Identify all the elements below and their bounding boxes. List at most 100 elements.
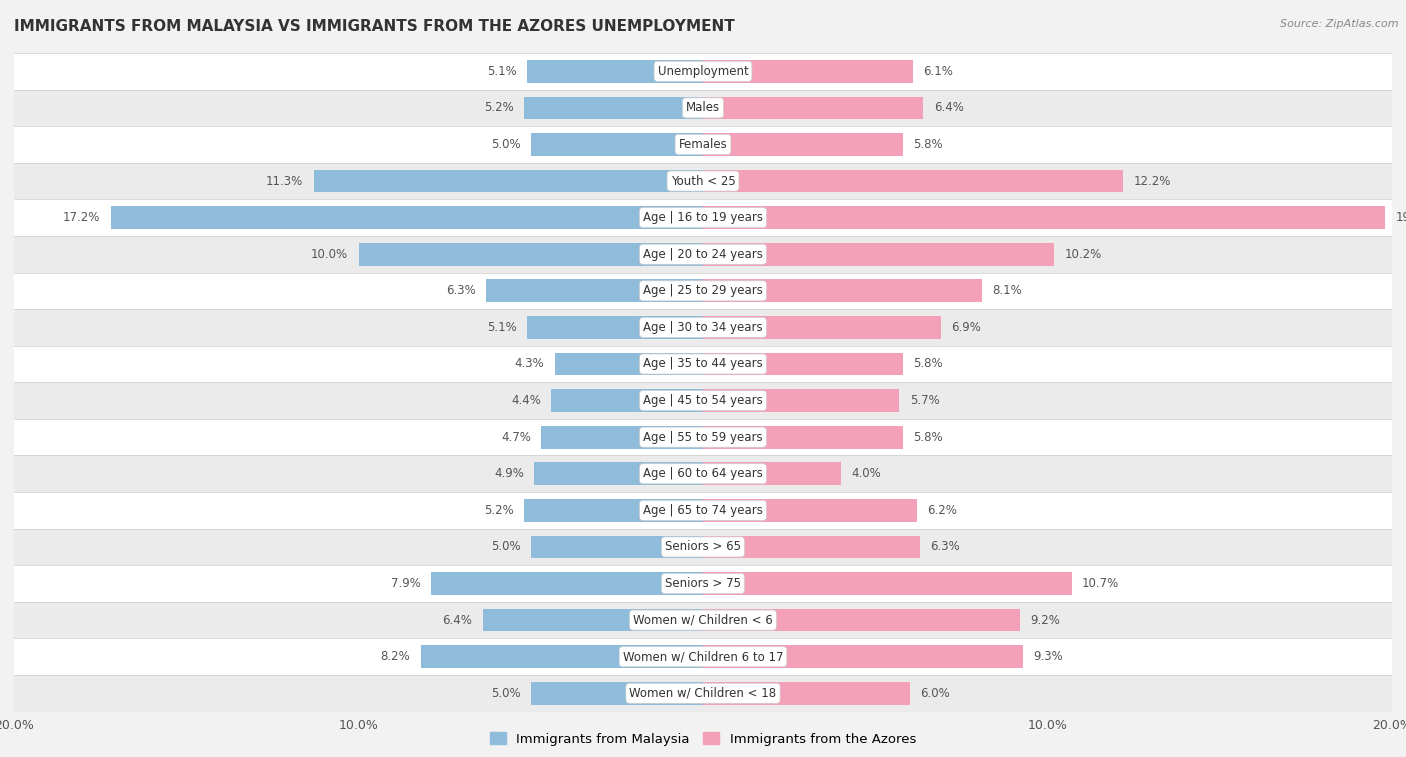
Text: Women w/ Children < 6: Women w/ Children < 6 xyxy=(633,614,773,627)
Bar xyxy=(527,60,703,83)
Bar xyxy=(111,207,703,229)
Bar xyxy=(14,126,1392,163)
Bar xyxy=(703,389,900,412)
Bar xyxy=(541,426,703,448)
Text: Women w/ Children < 18: Women w/ Children < 18 xyxy=(630,687,776,699)
Legend: Immigrants from Malaysia, Immigrants from the Azores: Immigrants from Malaysia, Immigrants fro… xyxy=(485,727,921,751)
Bar xyxy=(14,163,1392,199)
Text: 6.4%: 6.4% xyxy=(934,101,963,114)
Text: Seniors > 75: Seniors > 75 xyxy=(665,577,741,590)
Bar xyxy=(703,609,1019,631)
Text: Age | 35 to 44 years: Age | 35 to 44 years xyxy=(643,357,763,370)
Text: 19.8%: 19.8% xyxy=(1395,211,1406,224)
Bar xyxy=(703,60,912,83)
Text: 9.3%: 9.3% xyxy=(1033,650,1063,663)
Bar xyxy=(703,243,1054,266)
Bar xyxy=(703,499,917,522)
Text: 4.9%: 4.9% xyxy=(494,467,524,480)
Bar xyxy=(531,682,703,705)
Text: Males: Males xyxy=(686,101,720,114)
Bar xyxy=(14,419,1392,456)
Bar xyxy=(482,609,703,631)
Bar xyxy=(14,346,1392,382)
Bar xyxy=(703,353,903,375)
Bar xyxy=(14,53,1392,89)
Bar xyxy=(14,528,1392,565)
Text: 4.7%: 4.7% xyxy=(501,431,531,444)
Bar xyxy=(703,463,841,485)
Bar xyxy=(14,492,1392,528)
Bar xyxy=(555,353,703,375)
Bar xyxy=(703,279,981,302)
Bar xyxy=(703,646,1024,668)
Bar xyxy=(14,675,1392,712)
Bar xyxy=(14,273,1392,309)
Text: 9.2%: 9.2% xyxy=(1031,614,1060,627)
Text: Women w/ Children 6 to 17: Women w/ Children 6 to 17 xyxy=(623,650,783,663)
Bar xyxy=(14,89,1392,126)
Text: 5.1%: 5.1% xyxy=(488,65,517,78)
Text: Age | 20 to 24 years: Age | 20 to 24 years xyxy=(643,248,763,260)
Text: 10.0%: 10.0% xyxy=(311,248,349,260)
Bar xyxy=(359,243,703,266)
Bar xyxy=(703,97,924,119)
Text: 6.4%: 6.4% xyxy=(443,614,472,627)
Text: 6.0%: 6.0% xyxy=(920,687,950,699)
Text: 6.9%: 6.9% xyxy=(950,321,981,334)
Bar xyxy=(314,170,703,192)
Text: 5.1%: 5.1% xyxy=(488,321,517,334)
Bar xyxy=(14,236,1392,273)
Text: 7.9%: 7.9% xyxy=(391,577,420,590)
Text: Youth < 25: Youth < 25 xyxy=(671,175,735,188)
Text: 5.2%: 5.2% xyxy=(484,101,513,114)
Text: 5.7%: 5.7% xyxy=(910,394,939,407)
Text: 4.4%: 4.4% xyxy=(512,394,541,407)
Text: 6.2%: 6.2% xyxy=(927,504,956,517)
Text: 4.0%: 4.0% xyxy=(851,467,882,480)
Text: 5.0%: 5.0% xyxy=(491,540,520,553)
Bar xyxy=(703,426,903,448)
Bar xyxy=(420,646,703,668)
Bar xyxy=(703,682,910,705)
Text: 5.8%: 5.8% xyxy=(912,357,943,370)
Bar xyxy=(534,463,703,485)
Bar xyxy=(14,638,1392,675)
Bar xyxy=(486,279,703,302)
Text: 5.8%: 5.8% xyxy=(912,138,943,151)
Bar xyxy=(703,133,903,156)
Bar xyxy=(703,536,920,558)
Text: 5.0%: 5.0% xyxy=(491,687,520,699)
Text: 5.0%: 5.0% xyxy=(491,138,520,151)
Text: Age | 16 to 19 years: Age | 16 to 19 years xyxy=(643,211,763,224)
Bar xyxy=(14,456,1392,492)
Bar xyxy=(531,536,703,558)
Text: IMMIGRANTS FROM MALAYSIA VS IMMIGRANTS FROM THE AZORES UNEMPLOYMENT: IMMIGRANTS FROM MALAYSIA VS IMMIGRANTS F… xyxy=(14,19,735,34)
Bar xyxy=(703,316,941,338)
Text: 17.2%: 17.2% xyxy=(63,211,100,224)
Text: 10.2%: 10.2% xyxy=(1064,248,1102,260)
Text: 5.2%: 5.2% xyxy=(484,504,513,517)
Text: Seniors > 65: Seniors > 65 xyxy=(665,540,741,553)
Bar xyxy=(531,133,703,156)
Bar xyxy=(14,565,1392,602)
Text: Age | 65 to 74 years: Age | 65 to 74 years xyxy=(643,504,763,517)
Text: 8.1%: 8.1% xyxy=(993,285,1022,298)
Text: Age | 25 to 29 years: Age | 25 to 29 years xyxy=(643,285,763,298)
Text: Age | 30 to 34 years: Age | 30 to 34 years xyxy=(643,321,763,334)
Bar xyxy=(524,499,703,522)
Bar xyxy=(703,207,1385,229)
Text: Unemployment: Unemployment xyxy=(658,65,748,78)
Text: Age | 45 to 54 years: Age | 45 to 54 years xyxy=(643,394,763,407)
Bar xyxy=(14,199,1392,236)
Text: 8.2%: 8.2% xyxy=(381,650,411,663)
Text: 12.2%: 12.2% xyxy=(1133,175,1171,188)
Bar xyxy=(14,309,1392,346)
Text: Age | 60 to 64 years: Age | 60 to 64 years xyxy=(643,467,763,480)
Bar xyxy=(551,389,703,412)
Text: Age | 55 to 59 years: Age | 55 to 59 years xyxy=(643,431,763,444)
Bar xyxy=(527,316,703,338)
Text: 10.7%: 10.7% xyxy=(1083,577,1119,590)
Text: Females: Females xyxy=(679,138,727,151)
Bar xyxy=(430,572,703,595)
Bar xyxy=(524,97,703,119)
